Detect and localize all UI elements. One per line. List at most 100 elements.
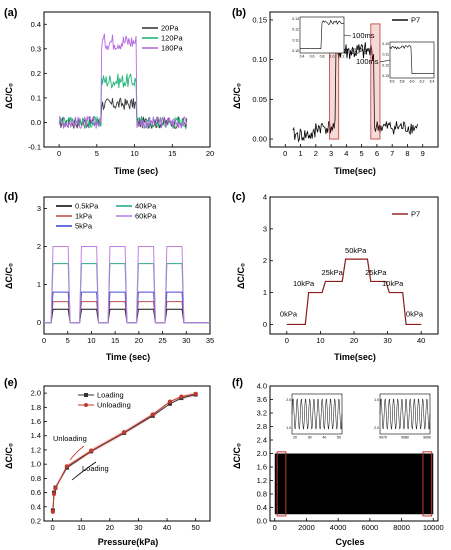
fall-pointer (379, 59, 391, 63)
y-tick-label: 1.0 (31, 460, 41, 469)
y-tick-label: 0.8 (31, 474, 41, 483)
y-tick-label: 1.2 (31, 445, 41, 454)
x-tick-label: 6 (375, 149, 379, 158)
inset-right-y-tick: 0.12 (382, 63, 389, 67)
y-tick-label: -0.1 (28, 143, 41, 152)
inset-left-x-tick: 1.2 (340, 55, 345, 59)
x-tick-label: 4 (344, 149, 348, 158)
legend-label-60kPa: 60kPa (135, 212, 157, 221)
y-tick-label: 0.0 (257, 517, 267, 526)
legend-label-180Pa: 180Pa (161, 44, 184, 53)
ylabel-a: ΔC/C₀ (4, 83, 14, 109)
legend-marker-Loading (84, 393, 88, 397)
annotation-loading: Loading (82, 464, 109, 473)
y-tick-label: 3.2 (257, 409, 267, 418)
x-tick-label: 5 (95, 149, 99, 158)
arrow-unloading (69, 445, 85, 461)
series-line-P7 (292, 42, 418, 143)
x-tick-label: 20 (206, 149, 214, 158)
y-tick-label: 0.15 (252, 15, 267, 24)
ylabel-c: ΔC/C₀ (236, 263, 246, 289)
xlabel-c: Time(sec) (334, 352, 376, 362)
inset-right-x-tick: 6.4 (430, 80, 435, 84)
y-tick-label: 0.8 (257, 490, 267, 499)
axes-frame-d (43, 196, 211, 335)
ylabel-b: ΔC/C₀ (232, 83, 242, 109)
y-tick-label: 0.4 (31, 502, 41, 511)
inset-left-x-tick: 0.8 (320, 55, 325, 59)
legend-marker-Unloading (84, 403, 88, 407)
x-tick-label: 4000 (330, 523, 347, 532)
y-tick-label: 1.6 (31, 417, 41, 426)
inset-right-x-tick: 6.0 (410, 80, 415, 84)
x-tick-label: 30 (383, 336, 391, 345)
x-tick-label: 20 (106, 523, 114, 532)
y-tick-label: 1.2 (257, 476, 267, 485)
y-tick-label: 3.6 (257, 395, 267, 404)
axes-frame-e (43, 385, 211, 522)
series-line-P7 (286, 258, 422, 326)
inset-right-x-tick: 5.8 (400, 80, 405, 84)
y-tick-label: 0 (37, 318, 41, 327)
x-tick-label: 40 (417, 336, 425, 345)
inset-left-x-tick: 1.0 (330, 55, 335, 59)
y-tick-label: 1.4 (31, 431, 41, 440)
inset-right-x-tick: 9990 (423, 436, 431, 440)
series-line-Loading (52, 394, 196, 511)
y-tick-label: 0.4 (257, 503, 267, 512)
x-tick-label: 0 (57, 149, 61, 158)
panel-label-d: (d) (4, 191, 18, 203)
x-tick-label: 9 (421, 149, 425, 158)
y-tick-label: 2.0 (257, 449, 267, 458)
inset-right-y-tick: 2.0 (374, 426, 379, 430)
x-tick-label: 10 (77, 523, 85, 532)
panel-label-e: (e) (4, 377, 18, 389)
marker-Unloading (150, 412, 155, 417)
inset-right-y-tick: 0.10 (382, 42, 389, 46)
y-tick-label: 0.10 (252, 55, 267, 64)
cycle-band (274, 453, 434, 515)
x-tick-label: 0 (273, 523, 277, 532)
inset-left-y-tick: 1.0 (286, 426, 291, 430)
y-tick-label: 4.0 (257, 382, 267, 391)
axes-frame-a (43, 11, 211, 148)
y-tick-label: 2 (263, 256, 267, 265)
x-tick-label: 7 (390, 149, 394, 158)
inset-left-x-tick: 30 (308, 436, 312, 440)
inset-left-y-tick: 0.11 (292, 38, 299, 42)
legend-label-Unloading: Unloading (97, 401, 131, 410)
marker-Unloading (64, 464, 69, 469)
y-tick-label: 2 (37, 242, 41, 251)
x-tick-label: 2 (314, 149, 318, 158)
x-tick-label: 10000 (423, 523, 444, 532)
marker-Unloading (167, 399, 173, 404)
inset-right-y-tick: 0.11 (382, 53, 389, 57)
xlabel-b: Time(sec) (334, 166, 376, 176)
inset-left-y-tick: 0.12 (292, 28, 299, 32)
inset-right-x-tick: 9970 (379, 436, 387, 440)
legend-label-Loading: Loading (97, 391, 124, 400)
y-tick-label: 1 (37, 280, 41, 289)
legend-label-P7: P7 (411, 16, 420, 25)
x-tick-label: 10 (87, 336, 95, 345)
inset-right-y-tick: 0.13 (382, 74, 389, 78)
highlight-box-end (422, 451, 433, 517)
x-tick-label: 8000 (393, 523, 410, 532)
x-tick-label: 10 (130, 149, 138, 158)
annotation-rise-time: 100ms (352, 31, 375, 40)
hysteresis-band (52, 391, 196, 515)
legend-label-P7: P7 (411, 210, 420, 219)
x-tick-label: 3 (329, 149, 333, 158)
panel-label-c: (c) (232, 191, 246, 203)
xlabel-f: Cycles (335, 537, 364, 547)
marker-Unloading (179, 394, 184, 399)
annotation-pressure: 0.1kPa (344, 47, 368, 56)
legend-label-40kPa: 40kPa (135, 202, 157, 211)
inset-left-x-tick: 20 (293, 436, 297, 440)
y-tick-label: 0.2 (31, 69, 41, 78)
x-tick-label: 30 (134, 523, 142, 532)
x-tick-label: 15 (111, 336, 119, 345)
highlight-box-fall (370, 23, 381, 140)
x-tick-label: 1 (298, 149, 302, 158)
